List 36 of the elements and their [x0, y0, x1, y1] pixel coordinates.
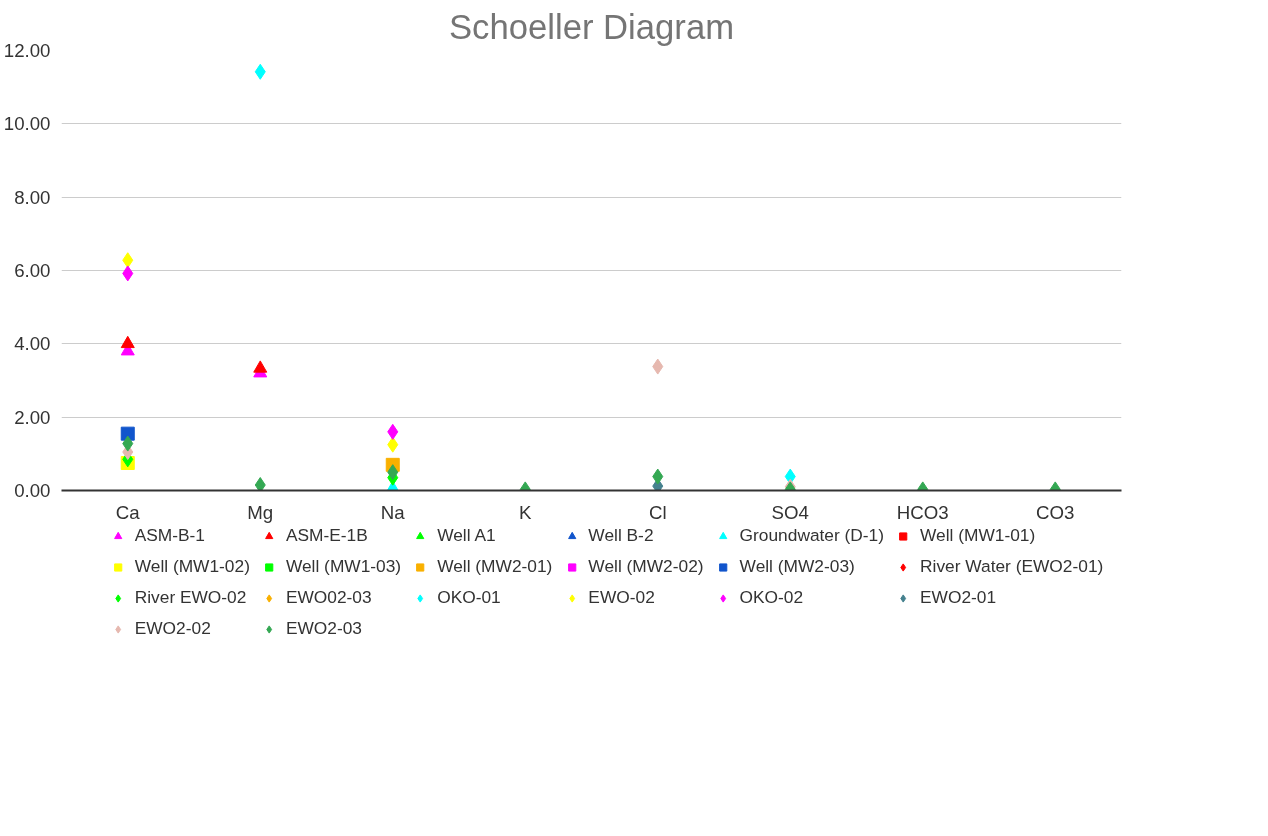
x-tick-label: Cl	[648, 501, 667, 523]
y-tick-label: 4.00	[14, 333, 51, 355]
legend-label: River Water (EWO2-01)	[920, 556, 1104, 577]
legend-label: Well B-2	[588, 525, 654, 546]
legend-label: EWO2-02	[134, 618, 211, 639]
legend-label: EWO2-03	[285, 618, 363, 639]
legend-label: Well (MW1-03)	[285, 556, 402, 577]
legend-label: Well (MW2-01)	[437, 556, 553, 577]
legend-label: OKO-01	[437, 587, 501, 608]
chart-title: Schoeller Diagram	[448, 7, 735, 46]
y-tick-label: 0.00	[14, 480, 51, 501]
legend-label: Well A1	[437, 525, 496, 546]
x-tick-label: HCO3	[896, 501, 949, 523]
y-tick-label: 2.00	[14, 406, 51, 428]
y-tick-label: 10.00	[3, 113, 51, 135]
legend-label: Well (MW1-02)	[134, 556, 250, 577]
legend-label: OKO-02	[739, 587, 804, 608]
legend-label: River EWO-02	[134, 587, 247, 608]
legend-label: Well (MW1-01)	[920, 525, 1036, 546]
y-tick-label: 8.00	[14, 186, 51, 208]
x-tick-label: SO4	[771, 501, 809, 523]
legend-label: Groundwater (D-1)	[739, 525, 885, 546]
legend-label: Well (MW2-02)	[588, 556, 704, 577]
x-tick-label: K	[519, 501, 533, 523]
x-tick-label: CO3	[1036, 501, 1075, 523]
x-tick-label: Ca	[115, 501, 141, 523]
x-tick-label: Mg	[247, 501, 274, 523]
legend-label: ASM-E-1B	[285, 525, 368, 546]
legend-label: EWO02-03	[285, 587, 372, 608]
legend-label: EWO-02	[588, 587, 655, 608]
y-tick-label: 12.00	[3, 40, 51, 61]
y-tick-label: 6.00	[14, 260, 51, 281]
legend-label: EWO2-01	[920, 587, 997, 608]
x-tick-label: Na	[380, 501, 406, 523]
legend-label: Well (MW2-03)	[739, 556, 855, 577]
legend-label: ASM-B-1	[134, 525, 206, 546]
